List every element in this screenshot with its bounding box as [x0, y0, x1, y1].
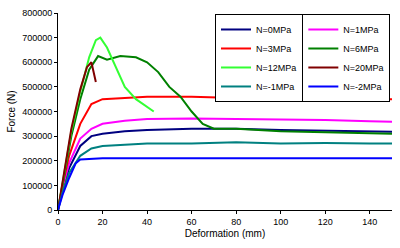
svg-text:400000: 400000 [22, 107, 52, 117]
svg-text:120: 120 [318, 217, 333, 227]
svg-text:N=-1MPa: N=-1MPa [256, 82, 294, 92]
svg-text:100: 100 [273, 217, 288, 227]
svg-text:N=0MPa: N=0MPa [256, 25, 291, 35]
svg-text:60: 60 [187, 217, 197, 227]
svg-text:0: 0 [47, 205, 52, 215]
svg-text:0: 0 [55, 217, 60, 227]
svg-text:600000: 600000 [22, 57, 52, 67]
svg-text:N=12MPa: N=12MPa [256, 63, 296, 73]
svg-text:N=20MPa: N=20MPa [343, 63, 383, 73]
svg-text:80: 80 [231, 217, 241, 227]
svg-text:140: 140 [362, 217, 377, 227]
svg-text:20: 20 [98, 217, 108, 227]
svg-text:800000: 800000 [22, 8, 52, 18]
svg-text:300000: 300000 [22, 131, 52, 141]
svg-text:N=-2MPa: N=-2MPa [343, 82, 381, 92]
svg-text:N=3MPa: N=3MPa [256, 44, 291, 54]
svg-text:500000: 500000 [22, 82, 52, 92]
svg-text:200000: 200000 [22, 156, 52, 166]
svg-text:N=1MPa: N=1MPa [343, 25, 378, 35]
svg-text:100000: 100000 [22, 181, 52, 191]
svg-text:N=6MPa: N=6MPa [343, 44, 378, 54]
svg-text:700000: 700000 [22, 33, 52, 43]
svg-text:40: 40 [142, 217, 152, 227]
svg-text:Deformation (mm): Deformation (mm) [185, 228, 266, 239]
svg-text:Force (N): Force (N) [6, 90, 17, 132]
